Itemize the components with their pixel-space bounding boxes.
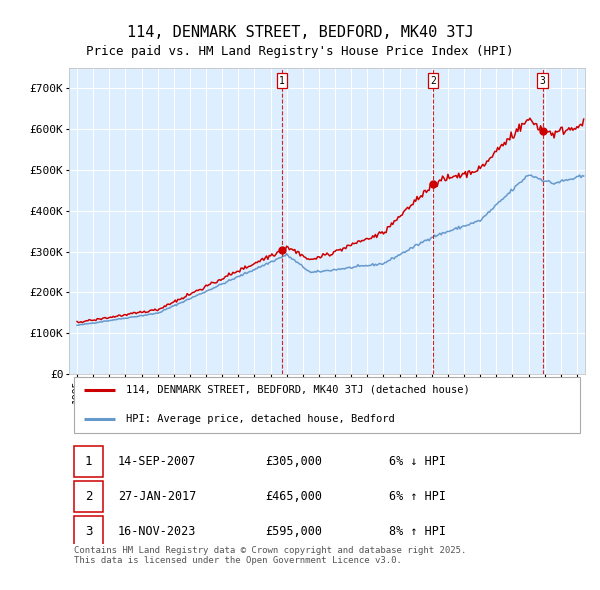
Text: 6% ↑ HPI: 6% ↑ HPI <box>389 490 446 503</box>
Text: 1: 1 <box>85 455 92 468</box>
Text: £595,000: £595,000 <box>265 525 322 537</box>
Text: £465,000: £465,000 <box>265 490 322 503</box>
Text: 3: 3 <box>85 525 92 537</box>
Text: 2: 2 <box>430 76 436 86</box>
Text: 8% ↑ HPI: 8% ↑ HPI <box>389 525 446 537</box>
Text: 6% ↓ HPI: 6% ↓ HPI <box>389 455 446 468</box>
FancyBboxPatch shape <box>74 516 103 546</box>
Text: 114, DENMARK STREET, BEDFORD, MK40 3TJ: 114, DENMARK STREET, BEDFORD, MK40 3TJ <box>127 25 473 40</box>
Text: 27-JAN-2017: 27-JAN-2017 <box>118 490 196 503</box>
Text: 16-NOV-2023: 16-NOV-2023 <box>118 525 196 537</box>
Text: 1: 1 <box>279 76 285 86</box>
Text: Price paid vs. HM Land Registry's House Price Index (HPI): Price paid vs. HM Land Registry's House … <box>86 45 514 58</box>
FancyBboxPatch shape <box>74 481 103 512</box>
Text: Contains HM Land Registry data © Crown copyright and database right 2025.
This d: Contains HM Land Registry data © Crown c… <box>74 546 467 565</box>
Text: 14-SEP-2007: 14-SEP-2007 <box>118 455 196 468</box>
Text: 2: 2 <box>85 490 92 503</box>
Text: HPI: Average price, detached house, Bedford: HPI: Average price, detached house, Bedf… <box>126 414 395 424</box>
FancyBboxPatch shape <box>74 376 580 433</box>
FancyBboxPatch shape <box>74 446 103 477</box>
Text: 3: 3 <box>540 76 545 86</box>
Text: £305,000: £305,000 <box>265 455 322 468</box>
Text: 114, DENMARK STREET, BEDFORD, MK40 3TJ (detached house): 114, DENMARK STREET, BEDFORD, MK40 3TJ (… <box>126 385 470 395</box>
